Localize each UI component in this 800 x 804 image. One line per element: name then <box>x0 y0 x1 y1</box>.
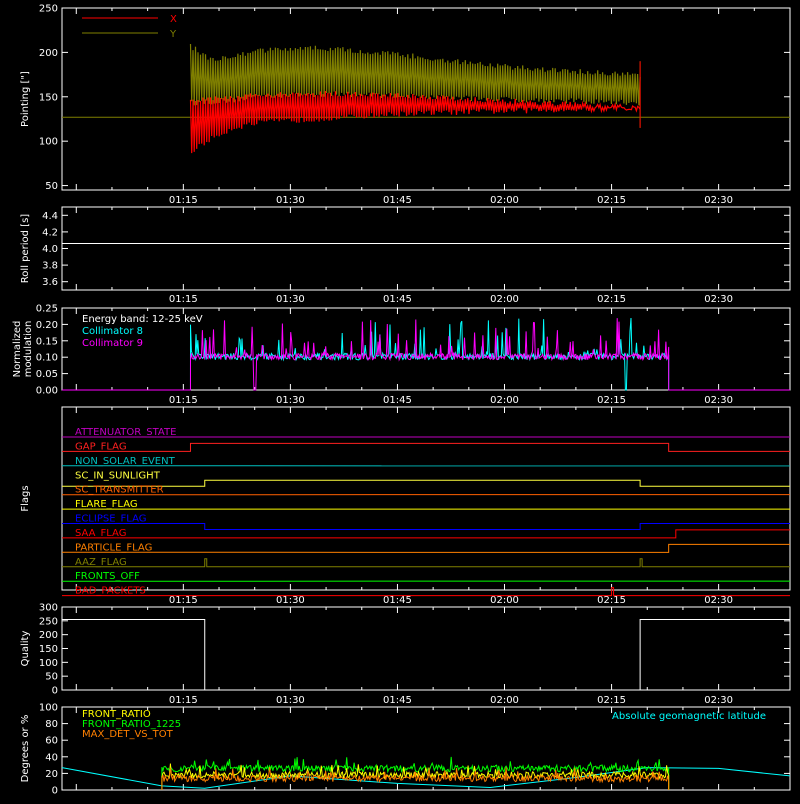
modulation-ytick-label: 0.15 <box>36 336 58 347</box>
flag-label-particle_flag: PARTICLE_FLAG <box>75 542 152 553</box>
roll-period-xtick-label: 01:15 <box>169 294 198 305</box>
pointing-xtick-label: 02:30 <box>704 195 733 206</box>
roll-period-xtick-label: 02:00 <box>490 294 519 305</box>
ratios-ytick-label: 0 <box>52 786 58 797</box>
modulation-legend-0: Energy band: 12-25 keV <box>82 314 203 325</box>
flag-label-eclipse_flag: ECLIPSE_FLAG <box>75 514 146 525</box>
modulation-ytick-label: 0.05 <box>36 369 58 380</box>
pointing-ytick-label: 50 <box>45 181 58 192</box>
roll-period-ytick-label: 3.8 <box>42 261 58 272</box>
roll-period-ytick-label: 4.0 <box>42 244 58 255</box>
modulation-ytick-label: 0.10 <box>36 353 58 364</box>
modulation-xtick-label: 01:15 <box>169 395 198 406</box>
modulation-ytick-label: 0.00 <box>36 386 58 397</box>
quality-ytick-label: 50 <box>45 672 58 683</box>
flags-xtick-label: 01:15 <box>169 595 198 606</box>
ratios-ytick-label: 40 <box>45 752 58 763</box>
modulation-xtick-label: 02:15 <box>597 395 626 406</box>
quality-ytick-label: 200 <box>39 630 58 641</box>
quality-ytick-label: 0 <box>52 686 58 697</box>
ratios-legend-geomag: Absolute geomagnetic latitude <box>612 711 766 722</box>
pointing-xtick-label: 02:00 <box>490 195 519 206</box>
roll-period-ytick-label: 4.2 <box>42 227 58 238</box>
flag-label-sc_transmitter: SC_TRANSMITTER <box>75 485 164 496</box>
quality-xtick-label: 02:15 <box>597 695 626 706</box>
pointing-ytick-label: 250 <box>39 4 58 15</box>
modulation-xtick-label: 01:45 <box>383 395 412 406</box>
flags-ylabel: Flags <box>20 485 31 511</box>
modulation-xtick-label: 01:30 <box>276 395 305 406</box>
quality-xtick-label: 01:15 <box>169 695 198 706</box>
pointing-ylabel: Pointing ["] <box>20 71 31 127</box>
pointing-ytick-label: 150 <box>39 92 58 103</box>
pointing-xtick-label: 01:15 <box>169 195 198 206</box>
flag-label-aaz_flag: AAZ_FLAG <box>75 557 127 568</box>
flags-xtick-label: 02:15 <box>597 595 626 606</box>
flags-xtick-label: 02:00 <box>490 595 519 606</box>
roll-period-ytick-label: 4.4 <box>42 211 58 222</box>
flag-label-gap_flag: GAP_FLAG <box>75 441 127 452</box>
roll-period-ylabel: Roll period [s] <box>20 214 31 283</box>
quality-xtick-label: 02:30 <box>704 695 733 706</box>
ratios-ytick-label: 20 <box>45 769 58 780</box>
quality-ytick-label: 300 <box>39 603 58 614</box>
pointing-xtick-label: 01:45 <box>383 195 412 206</box>
modulation-ytick-label: 0.25 <box>36 304 58 315</box>
pointing-xtick-label: 02:15 <box>597 195 626 206</box>
flag-label-flare_flag: FLARE_FLAG <box>75 499 138 510</box>
flag-label-saa_flag: SAA_FLAG <box>75 528 126 539</box>
pointing-ytick-label: 100 <box>39 137 58 148</box>
modulation-ytick-label: 0.20 <box>36 320 58 331</box>
roll-period-xtick-label: 01:30 <box>276 294 305 305</box>
ratios-ylabel: Degrees or % <box>20 715 31 783</box>
pointing-legend-label-x: X <box>170 14 177 25</box>
ratios-ytick-label: 100 <box>39 703 58 714</box>
ratios-ytick-label: 80 <box>45 719 58 730</box>
flags-xtick-label: 01:30 <box>276 595 305 606</box>
quality-ytick-label: 250 <box>39 616 58 627</box>
modulation-xtick-label: 02:00 <box>490 395 519 406</box>
ratios-ytick-label: 60 <box>45 736 58 747</box>
quality-xtick-label: 01:30 <box>276 695 305 706</box>
flag-label-fronts_off: FRONTS_OFF <box>75 571 140 582</box>
modulation-ylabel: Normalizedmodulation <box>12 321 34 378</box>
flags-xtick-label: 01:45 <box>383 595 412 606</box>
flag-label-bad_packets: BAD_PACKETS <box>75 586 146 597</box>
pointing-ytick-label: 200 <box>39 48 58 59</box>
quality-ylabel: Quality <box>20 631 31 667</box>
modulation-legend-2: Collimator 9 <box>82 338 143 349</box>
pointing-legend-label-y: Y <box>169 29 177 40</box>
pointing-xtick-label: 01:30 <box>276 195 305 206</box>
quality-ytick-label: 150 <box>39 644 58 655</box>
flag-label-attenuator_state: ATTENUATOR_STATE <box>75 427 176 438</box>
roll-period-xtick-label: 02:15 <box>597 294 626 305</box>
roll-period-ytick-label: 3.6 <box>42 277 58 288</box>
quality-xtick-label: 01:45 <box>383 695 412 706</box>
flags-xtick-label: 02:30 <box>704 595 733 606</box>
flag-label-non_solar_event: NON_SOLAR_EVENT <box>75 456 176 467</box>
quality-ytick-label: 100 <box>39 658 58 669</box>
ratios-legend-2: MAX_DET_VS_TOT <box>82 729 174 740</box>
modulation-legend-1: Collimator 8 <box>82 326 143 337</box>
flag-label-sc_in_sunlight: SC_IN_SUNLIGHT <box>75 470 161 481</box>
roll-period-xtick-label: 01:45 <box>383 294 412 305</box>
modulation-xtick-label: 02:30 <box>704 395 733 406</box>
quality-xtick-label: 02:00 <box>490 695 519 706</box>
roll-period-xtick-label: 02:30 <box>704 294 733 305</box>
